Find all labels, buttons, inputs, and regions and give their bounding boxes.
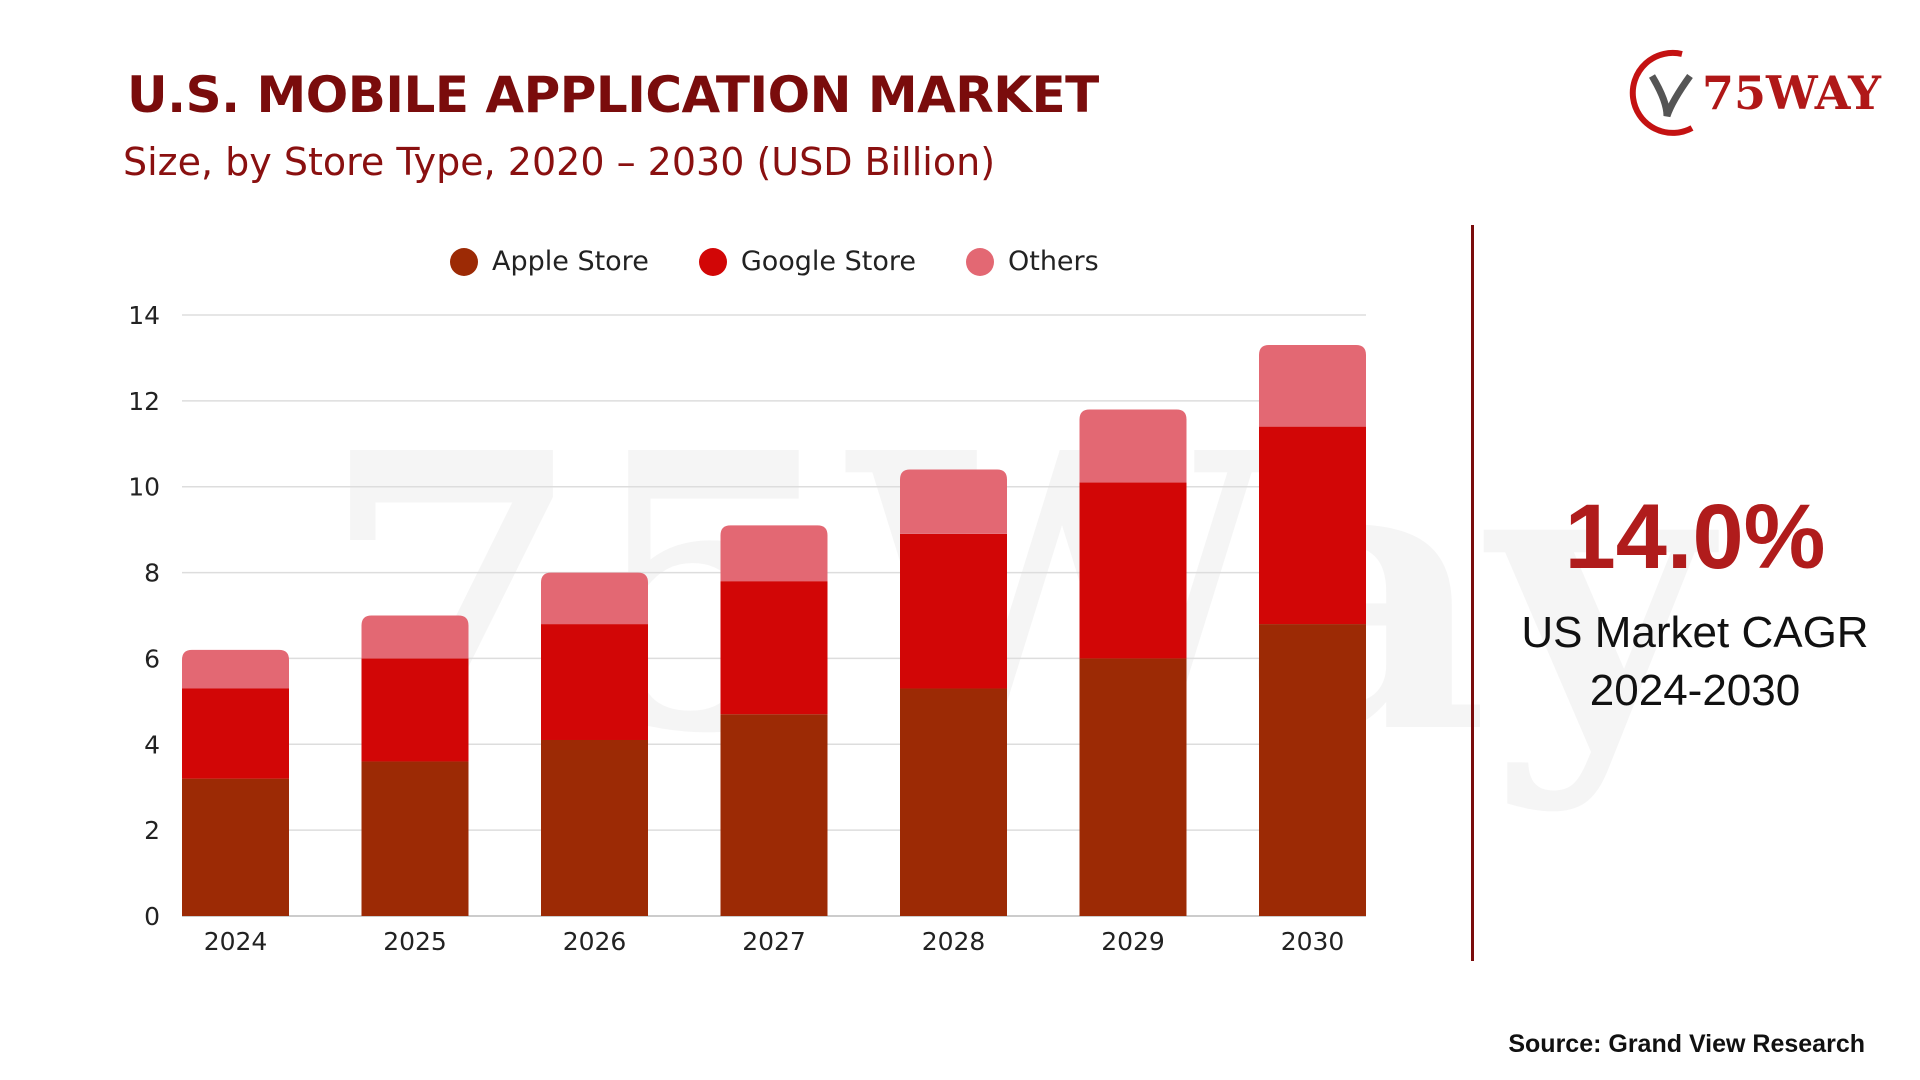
bar-google-store (720, 581, 828, 715)
divider (1471, 225, 1474, 961)
bar-apple-store (182, 778, 289, 916)
y-tick-label: 0 (144, 902, 160, 931)
bar-google-store (541, 624, 648, 740)
legend-label: Google Store (740, 246, 916, 277)
bar-apple-store (361, 761, 469, 916)
legend-item-google: Google Store (698, 246, 916, 277)
bar-others (541, 572, 648, 625)
bar-others (1079, 409, 1187, 483)
bar-others (182, 649, 289, 689)
chart-subtitle: Size, by Store Type, 2020 – 2030 (USD Bi… (123, 140, 996, 184)
legend-item-others: Others (965, 246, 1099, 277)
legend-swatch (450, 247, 478, 276)
legend-label: Apple Store (492, 246, 649, 277)
y-tick-label: 4 (144, 730, 160, 759)
x-tick-label: 2024 (204, 927, 268, 956)
logo: 75WAY (1622, 46, 1882, 136)
bar-apple-store (1259, 624, 1366, 916)
cagr-period: 2024-2030 (1589, 666, 1801, 715)
cagr-value: 14.0% (1564, 486, 1826, 588)
x-tick-label: 2030 (1281, 927, 1345, 956)
bar-apple-store (720, 714, 828, 916)
logo-text: 75WAY (1702, 66, 1881, 120)
y-tick-label: 6 (144, 644, 160, 673)
y-tick-label: 10 (128, 473, 160, 502)
y-tick-label: 12 (128, 387, 160, 416)
bar-apple-store (541, 739, 648, 916)
legend-item-apple: Apple Store (450, 246, 649, 277)
chart-title: U.S. MOBILE APPLICATION MARKET (127, 66, 1099, 124)
bar-apple-store (1079, 658, 1187, 916)
legend: Apple Store Google Store Others (450, 246, 1099, 277)
bar-others (720, 525, 828, 582)
bar-google-store (900, 533, 1007, 689)
bar-apple-store (900, 688, 1007, 916)
bar-others (1259, 345, 1366, 427)
logo-ring-icon (1629, 49, 1694, 136)
bar-google-store (361, 658, 469, 762)
y-tick-label: 14 (128, 301, 160, 330)
legend-swatch (965, 247, 994, 276)
y-tick-label: 2 (144, 816, 160, 845)
source-note: Source: Grand View Research (1508, 1030, 1865, 1058)
legend-swatch (698, 247, 727, 276)
x-tick-label: 2029 (1101, 927, 1165, 956)
x-tick-label: 2027 (742, 927, 806, 956)
bar-google-store (182, 688, 289, 779)
bar-others (900, 469, 1007, 534)
bar-google-store (1079, 482, 1187, 659)
y-tick-label: 8 (144, 559, 160, 588)
legend-label: Others (1007, 246, 1099, 277)
x-tick-label: 2028 (922, 927, 986, 956)
bar-google-store (1259, 426, 1366, 625)
x-tick-label: 2026 (563, 927, 627, 956)
bar-others (361, 615, 469, 659)
x-tick-label: 2025 (383, 927, 447, 956)
cagr-label: US Market CAGR (1521, 608, 1869, 657)
